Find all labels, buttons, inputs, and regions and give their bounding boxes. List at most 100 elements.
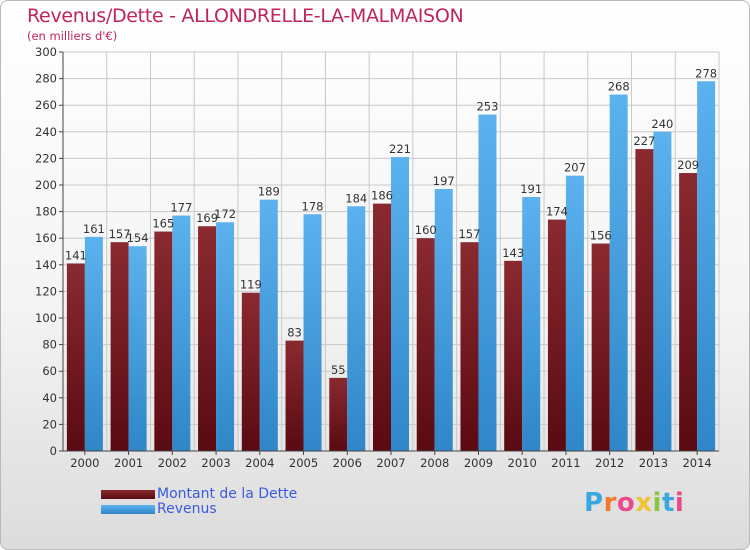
data-label-revenus-2013: 240 — [651, 117, 673, 131]
data-label-dette-2011: 174 — [546, 205, 568, 219]
bar-revenus-2005 — [303, 214, 322, 451]
data-label-revenus-2010: 191 — [520, 182, 542, 196]
bars — [66, 81, 716, 452]
bar-revenus-2000 — [84, 236, 103, 451]
logo-letter: i — [652, 488, 662, 518]
data-label-dette-2006: 55 — [331, 363, 346, 377]
data-label-revenus-2006: 184 — [345, 191, 367, 205]
bar-dette-2006 — [329, 377, 348, 451]
logo-letter: o — [616, 488, 636, 518]
bar-revenus-2006 — [347, 206, 366, 451]
x-tick-label: 2013 — [639, 456, 668, 470]
data-label-revenus-2011: 207 — [564, 161, 586, 175]
y-tick-label: 160 — [35, 231, 57, 245]
bar-dette-2010 — [504, 260, 523, 451]
bar-revenus-2001 — [128, 246, 147, 451]
bar-dette-2005 — [285, 340, 304, 451]
bar-dette-2011 — [547, 219, 566, 451]
bar-revenus-2010 — [522, 196, 541, 451]
logo-letter: x — [635, 488, 653, 518]
logo-letter: i — [674, 488, 685, 518]
x-tick-label: 2008 — [420, 456, 449, 470]
legend-swatch-revenus — [101, 505, 155, 514]
y-tick-label: 40 — [42, 391, 57, 405]
bar-revenus-2012 — [609, 94, 628, 451]
x-tick-label: 2006 — [333, 456, 362, 470]
bar-dette-2000 — [66, 263, 85, 451]
bar-dette-2001 — [110, 242, 129, 451]
x-tick-label: 2010 — [508, 456, 537, 470]
chart-title: Revenus/Dette - ALLONDRELLE-LA-MALMAISON — [27, 5, 464, 27]
data-label-revenus-2012: 268 — [608, 80, 630, 94]
data-label-dette-2003: 169 — [196, 211, 218, 225]
data-label-dette-2008: 160 — [415, 223, 437, 237]
data-label-revenus-2000: 161 — [83, 222, 105, 236]
x-tick-label: 2009 — [464, 456, 493, 470]
x-tick-label: 2000 — [70, 456, 99, 470]
legend-label-revenus: Revenus — [157, 501, 217, 517]
bar-revenus-2007 — [391, 157, 409, 451]
y-tick-label: 260 — [35, 98, 57, 112]
data-label-revenus-2008: 197 — [433, 174, 455, 188]
x-tick-label: 2012 — [595, 456, 624, 470]
axes: 0 20 40 60 80 100 120 140 160 180 200 220 240 260 280 3… — [35, 45, 719, 470]
data-label-dette-2012: 156 — [590, 229, 612, 243]
bar-dette-2002 — [154, 231, 173, 451]
y-tick-label: 120 — [35, 284, 57, 298]
bar-dette-2003 — [198, 226, 217, 451]
data-label-dette-2005: 83 — [287, 326, 302, 340]
bar-dette-2008 — [416, 238, 435, 451]
bar-revenus-2003 — [216, 222, 235, 451]
y-tick-label: 20 — [42, 417, 57, 431]
x-tick-label: 2004 — [245, 456, 274, 470]
logo-letter: r — [603, 488, 617, 518]
y-tick-label: 0 — [50, 444, 57, 458]
data-label-revenus-2007: 221 — [389, 142, 411, 156]
data-label-dette-2001: 157 — [109, 227, 131, 241]
y-tick-label: 300 — [35, 45, 57, 59]
data-label-dette-2004: 119 — [240, 278, 262, 292]
y-tick-label: 80 — [42, 338, 57, 352]
bar-dette-2013 — [635, 149, 654, 451]
bar-dette-2012 — [591, 243, 610, 451]
chart-subtitle: (en milliers d'€) — [27, 29, 118, 43]
bar-revenus-2011 — [565, 175, 584, 451]
bar-revenus-2002 — [172, 215, 191, 451]
bar-dette-2009 — [460, 242, 479, 451]
x-tick-label: 2001 — [114, 456, 143, 470]
data-label-revenus-2005: 178 — [302, 199, 324, 213]
y-tick-label: 100 — [35, 311, 57, 325]
data-label-revenus-2014: 278 — [695, 66, 717, 80]
bar-revenus-2009 — [478, 114, 497, 451]
y-tick-label: 220 — [35, 151, 57, 165]
proxiti-logo: Proxiti — [584, 488, 684, 518]
data-label-dette-2013: 227 — [633, 134, 655, 148]
bar-revenus-2008 — [434, 188, 453, 452]
data-label-dette-2007: 186 — [371, 189, 393, 203]
data-label-dette-2009: 157 — [458, 227, 480, 241]
bar-revenus-2004 — [259, 199, 278, 451]
data-label-revenus-2004: 189 — [258, 185, 280, 199]
y-tick-label: 60 — [42, 364, 57, 378]
bar-dette-2014 — [679, 173, 698, 451]
x-tick-label: 2003 — [201, 456, 230, 470]
data-label-revenus-2001: 154 — [127, 231, 149, 245]
data-label-dette-2010: 143 — [502, 246, 524, 260]
data-label-dette-2000: 141 — [65, 248, 87, 262]
data-label-revenus-2002: 177 — [170, 201, 192, 215]
y-tick-label: 140 — [35, 258, 57, 272]
bar-dette-2007 — [373, 203, 391, 451]
data-label-revenus-2009: 253 — [476, 100, 498, 114]
y-tick-label: 240 — [35, 125, 57, 139]
data-label-revenus-2003: 172 — [214, 207, 236, 221]
x-tick-label: 2011 — [551, 456, 580, 470]
x-tick-label: 2005 — [289, 456, 318, 470]
y-tick-label: 280 — [35, 72, 57, 86]
bar-dette-2004 — [241, 292, 260, 451]
logo-letter: P — [584, 488, 604, 518]
data-label-dette-2014: 209 — [677, 158, 699, 172]
x-tick-label: 2002 — [158, 456, 187, 470]
